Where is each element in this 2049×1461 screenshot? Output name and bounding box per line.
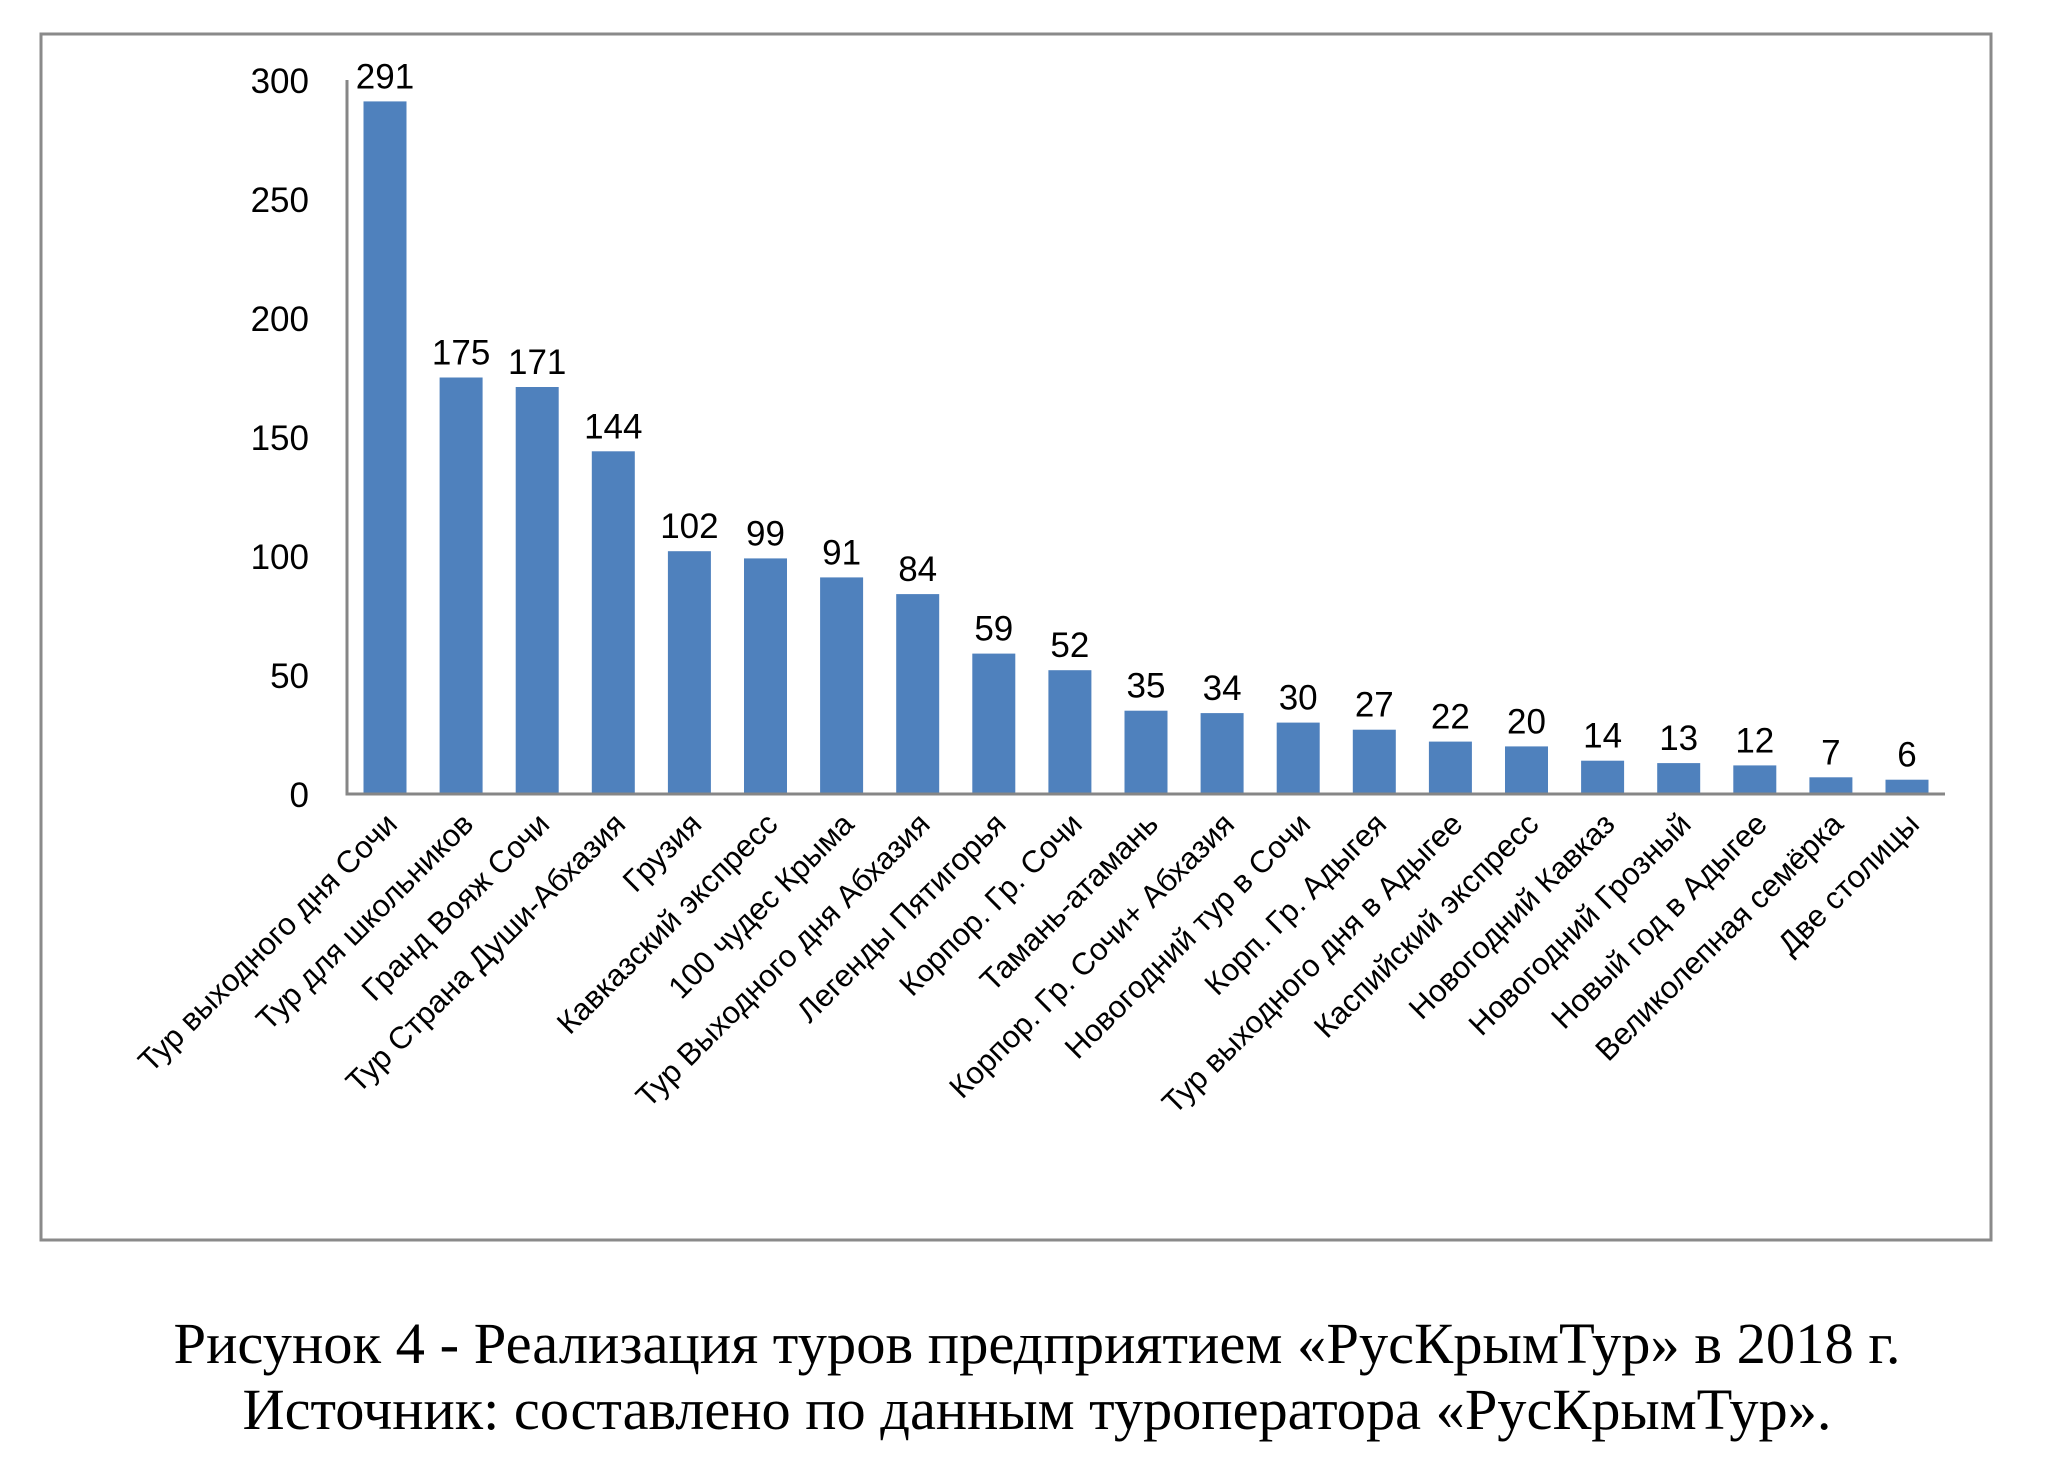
data-label: 20	[1507, 702, 1546, 741]
y-tick-label: 100	[251, 538, 309, 577]
bar	[1428, 741, 1472, 794]
bar	[1505, 746, 1548, 794]
data-label: 52	[1050, 626, 1089, 665]
caption-line-2: Источник: составлено по данным туроперат…	[243, 1377, 1832, 1442]
bar	[972, 653, 1016, 794]
data-label: 84	[898, 550, 937, 589]
bar	[1200, 713, 1244, 794]
data-label: 175	[432, 334, 490, 373]
y-tick-label: 0	[290, 776, 309, 815]
data-label: 6	[1897, 736, 1916, 775]
y-tick-label: 150	[251, 419, 309, 458]
data-label: 22	[1431, 698, 1470, 737]
data-label: 99	[746, 514, 785, 553]
bar	[1048, 670, 1092, 794]
bar	[744, 558, 787, 794]
data-label: 13	[1659, 719, 1698, 758]
bar	[1733, 765, 1777, 794]
data-label: 144	[584, 407, 642, 446]
data-labels-group: 291 175 171 144 102 99 91 84 59 52 35 34 30 27 22 20 14 1…	[356, 57, 1917, 774]
data-label: 102	[660, 507, 718, 546]
bars-group	[363, 101, 1929, 794]
bar	[896, 594, 940, 794]
bar	[1124, 710, 1168, 794]
data-label: 35	[1127, 667, 1166, 706]
data-label: 59	[974, 610, 1013, 649]
bar	[591, 451, 635, 794]
bar	[1885, 779, 1929, 794]
bar	[439, 377, 483, 794]
bar	[515, 387, 559, 794]
y-tick-label: 300	[251, 62, 309, 101]
y-tick-label: 200	[251, 300, 309, 339]
data-label: 291	[356, 57, 414, 96]
y-tick-label: 50	[270, 657, 309, 696]
bar	[667, 551, 711, 794]
bar	[1809, 777, 1853, 794]
data-label: 12	[1735, 721, 1774, 760]
bar	[1581, 760, 1625, 794]
bar	[363, 101, 407, 794]
data-label: 7	[1821, 733, 1840, 772]
y-tick-label: 250	[251, 181, 309, 220]
chart-frame	[39, 32, 1993, 1242]
data-label: 91	[822, 533, 861, 572]
data-label: 171	[508, 343, 566, 382]
data-label: 27	[1355, 686, 1394, 725]
bar	[1352, 729, 1396, 794]
data-label: 34	[1203, 669, 1242, 708]
caption-line-1: Рисунок 4 - Реализация туров предприятие…	[174, 1311, 1901, 1376]
bar	[1276, 722, 1320, 794]
bar	[1657, 763, 1701, 794]
data-label: 14	[1583, 717, 1622, 756]
bar	[820, 577, 864, 794]
data-label: 30	[1279, 679, 1318, 718]
y-tick-labels-group: 0 50 100 150 200 250 300	[251, 62, 309, 815]
